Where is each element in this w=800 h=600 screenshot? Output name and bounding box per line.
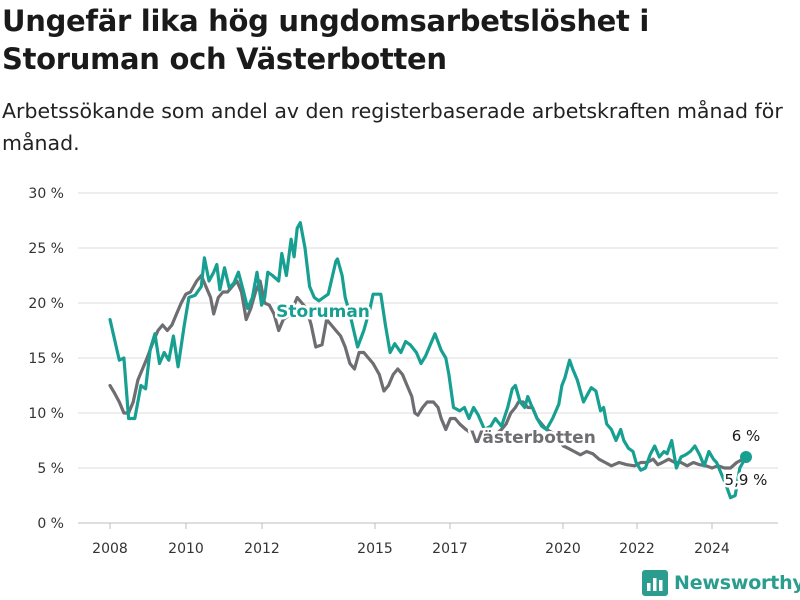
y-tick-label: 15 % [28, 351, 64, 367]
series-lines [108, 221, 752, 500]
series-line-vasterbotten [108, 273, 748, 470]
y-axis-tick-labels: 0 % 5 % 10 % 15 % 20 % 25 % 30 % [28, 186, 64, 532]
gridlines [78, 192, 778, 524]
x-tick-label: 2008 [92, 541, 128, 557]
x-axis: 2008 2010 2012 2015 2017 2020 2022 2024 [92, 523, 730, 557]
end-label-vasterbotten: 5,9 % [725, 471, 768, 489]
x-tick-label: 2012 [244, 541, 280, 557]
x-tick-label: 2020 [545, 541, 581, 557]
y-tick-label: 0 % [37, 516, 64, 532]
x-tick-label: 2022 [619, 541, 655, 557]
storuman-end-point [740, 451, 752, 463]
y-tick-label: 5 % [37, 461, 64, 477]
y-tick-label: 25 % [28, 241, 64, 257]
series-label-storuman: Storuman [276, 302, 370, 322]
chart-title: Ungefär lika hög ungdomsarbetslöshet i S… [2, 4, 650, 76]
bar-chart-logo-icon [642, 570, 668, 596]
series-line-storuman [108, 221, 748, 500]
chart-subtitle: Arbetssökande som andel av den registerb… [2, 99, 783, 155]
y-tick-label: 10 % [28, 406, 64, 422]
x-tick-label: 2017 [432, 541, 468, 557]
brand-name: Newsworthy [674, 572, 800, 594]
end-label-storuman: 6 % [732, 427, 761, 445]
series-labels: Storuman Västerbotten 6 % 5,9 % [274, 300, 770, 492]
series-label-vasterbotten: Västerbotten [470, 428, 596, 448]
newsworthy-brand: Newsworthy [642, 568, 800, 598]
x-tick-label: 2015 [357, 541, 393, 557]
y-tick-label: 20 % [28, 296, 64, 312]
y-tick-label: 30 % [28, 186, 64, 202]
x-tick-label: 2010 [168, 541, 204, 557]
x-tick-label: 2024 [694, 541, 730, 557]
